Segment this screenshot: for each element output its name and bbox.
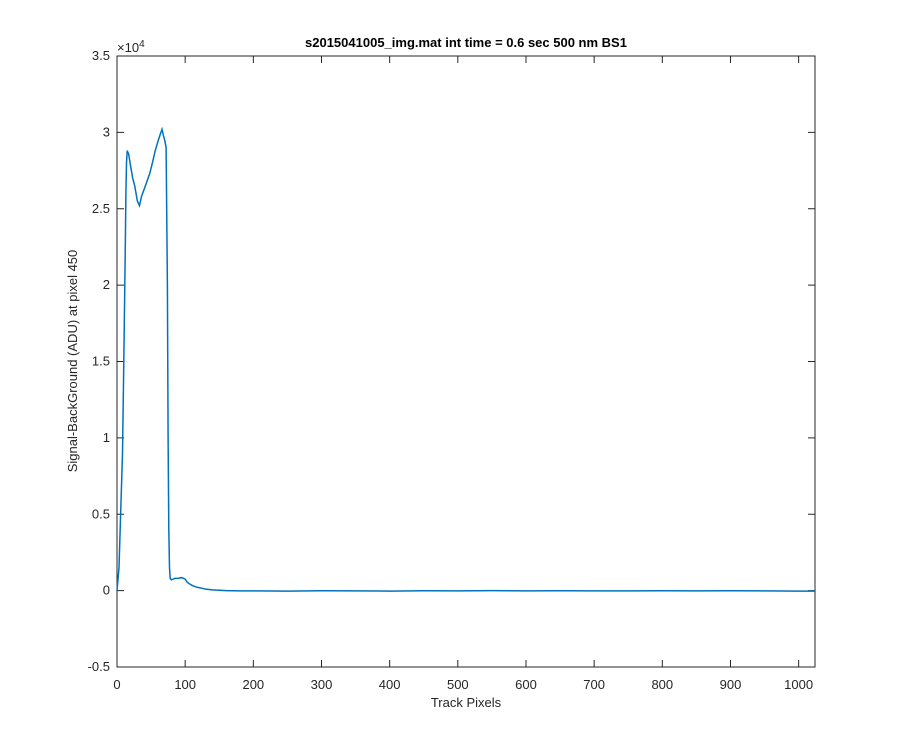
- plot-area: [116, 55, 816, 668]
- x-tick-label: 300: [311, 677, 333, 692]
- x-tick-label: 100: [174, 677, 196, 692]
- y-multiplier-base: ×10: [117, 40, 139, 55]
- y-multiplier: ×104: [117, 39, 145, 55]
- x-tick-label: 0: [113, 677, 120, 692]
- x-tick-label: 600: [515, 677, 537, 692]
- y-tick-label: 0: [103, 583, 110, 598]
- y-tick-label: 1.5: [92, 354, 110, 369]
- x-tick-labels: 0 100 200 300 400 500 600 700 800 900 1000: [113, 677, 813, 692]
- y-axis-label: Signal-BackGround (ADU) at pixel 450: [65, 250, 80, 473]
- x-axis-label: Track Pixels: [431, 695, 502, 710]
- y-tick-label: 0.5: [92, 506, 110, 521]
- chart-title: s2015041005_img.mat int time = 0.6 sec 5…: [305, 35, 627, 50]
- y-tick-label: 1: [103, 430, 110, 445]
- y-tick-label: 3: [103, 124, 110, 139]
- x-tick-label: 900: [720, 677, 742, 692]
- x-tick-label: 200: [242, 677, 264, 692]
- axis-ticks: [116, 55, 815, 668]
- y-tick-labels: -0.5 0 0.5 1 1.5 2 2.5 3 3.5: [88, 48, 110, 674]
- x-tick-label: 1000: [784, 677, 813, 692]
- x-tick-label: 400: [379, 677, 401, 692]
- y-tick-label: -0.5: [88, 659, 110, 674]
- y-multiplier-exp: 4: [139, 39, 145, 50]
- x-tick-label: 700: [583, 677, 605, 692]
- y-tick-label: 2.5: [92, 201, 110, 216]
- series-line: [116, 126, 815, 592]
- x-tick-label: 800: [651, 677, 673, 692]
- y-tick-label: 3.5: [92, 48, 110, 63]
- y-tick-label: 2: [103, 277, 110, 292]
- x-tick-label: 500: [447, 677, 469, 692]
